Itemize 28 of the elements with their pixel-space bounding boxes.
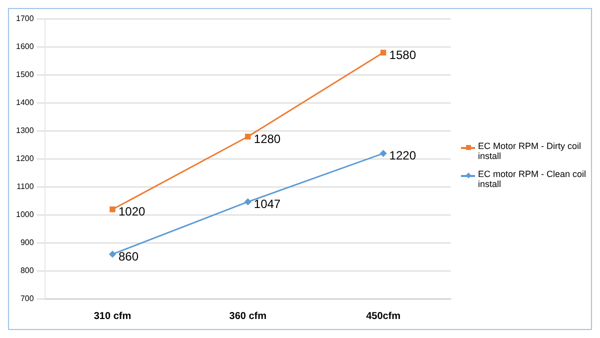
- y-tick-label: 800: [20, 266, 34, 276]
- point: [109, 250, 116, 258]
- data-label: 1047: [254, 197, 281, 212]
- data-label: 1020: [118, 204, 146, 219]
- y-tick-label: 900: [20, 238, 34, 248]
- x-tick-label: 360 cfm: [229, 310, 267, 322]
- y-tick-label: 1100: [16, 182, 34, 192]
- data-label: 860: [118, 250, 139, 264]
- y-tick-label: 1000: [16, 210, 34, 220]
- point: [110, 206, 116, 212]
- y-tick-label: 1400: [16, 98, 34, 108]
- point: [244, 198, 252, 206]
- legend-label: EC motor RPM - Clean coil install: [478, 169, 587, 189]
- point: [380, 150, 387, 157]
- y-tick-label: 700: [20, 294, 34, 304]
- point: [380, 50, 386, 56]
- y-tick-label: 1200: [16, 154, 34, 164]
- y-tick-label: 1600: [16, 42, 34, 52]
- x-tick-label: 310 cfm: [94, 310, 132, 322]
- x-tick-label: 450cfm: [366, 310, 401, 322]
- y-tick-label: 1700: [16, 14, 34, 24]
- point: [245, 134, 251, 140]
- legend-label: EC Motor RPM - Dirty coil install: [478, 141, 582, 161]
- y-tick-label: 1500: [16, 70, 34, 80]
- data-label: 1580: [389, 48, 416, 62]
- y-tick-label: 1300: [16, 126, 34, 136]
- data-label: 1280: [254, 132, 281, 146]
- data-label: 1220: [389, 148, 416, 163]
